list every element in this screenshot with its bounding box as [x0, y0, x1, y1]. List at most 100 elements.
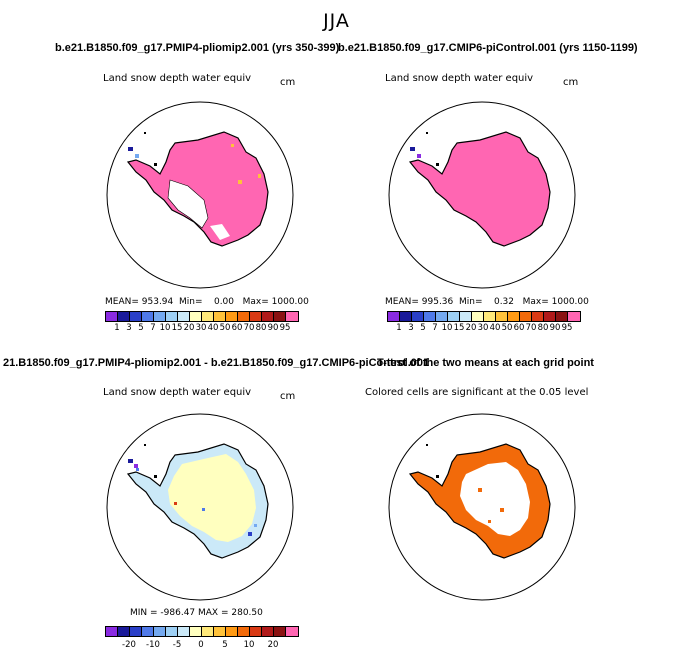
panel-1-min: 0.00 [213, 297, 235, 307]
colorbar-tick-label: 40 [207, 323, 219, 333]
panel-2-units: cm [563, 77, 579, 88]
colorbar-tick-label: 7 [432, 323, 438, 333]
colorbar-tick-label: 80 [537, 323, 549, 333]
colorbar-swatch [178, 627, 190, 636]
colorbar-swatch [130, 627, 142, 636]
colorbar-tick-label: 5 [138, 323, 144, 333]
antarctica-snow-region [126, 131, 269, 247]
colorbar-tick-label: 30 [477, 323, 489, 333]
colorbar-tick-label: -20 [122, 640, 136, 650]
colorbar-swatch [106, 312, 118, 321]
colorbar-swatch [520, 312, 532, 321]
colorbar-swatch [130, 312, 142, 321]
panel-3-variable: Land snow depth water equiv [103, 387, 252, 398]
panel-3-stats: MIN = -986.47 MAX = 280.50 [130, 608, 263, 618]
colorbar-tick-label: 30 [195, 323, 207, 333]
colorbar-swatch [286, 627, 298, 636]
colorbar-tick-label: 3 [126, 323, 132, 333]
colorbar-tick-label: -5 [172, 640, 182, 650]
colorbar-tick-label: 90 [549, 323, 561, 333]
colorbar-swatch [166, 312, 178, 321]
colorbar-tick-label: 50 [501, 323, 513, 333]
panel-1-title: b.e21.B1850.f09_g17.PMIP4-pliomip2.001 (… [55, 42, 340, 54]
colorbar-3 [105, 626, 299, 637]
colorbar-swatch [250, 312, 262, 321]
panel-3-units: cm [280, 391, 296, 402]
colorbar-tick-label: 20 [465, 323, 477, 333]
snow-free-region [167, 179, 209, 229]
colorbar-tick-label: 60 [513, 323, 525, 333]
colorbar-tick-label: 3 [408, 323, 414, 333]
colorbar-tick-label: -10 [146, 640, 160, 650]
panel-2-max: 1000.00 [551, 297, 589, 307]
panel-2-map [388, 101, 576, 289]
colorbar-tick-label: 1 [114, 323, 120, 333]
colorbar-swatch [472, 312, 484, 321]
colorbar-swatch [388, 312, 400, 321]
panel-1-mean: 953.94 [141, 297, 174, 307]
panel-4-map [388, 413, 576, 601]
panel-2-title: b.e21.B1850.f09_g17.CMIP6-piControl.001 … [338, 42, 638, 54]
colorbar-swatch [412, 312, 424, 321]
colorbar-swatch [226, 312, 238, 321]
colorbar-tick-label: 60 [231, 323, 243, 333]
colorbar-swatch [532, 312, 544, 321]
panel-1-stats: MEAN= 953.94 Min= 0.00 Max= 1000.00 [105, 297, 309, 307]
colorbar-swatch [448, 312, 460, 321]
colorbar-swatch [544, 312, 556, 321]
colorbar-swatch [262, 312, 274, 321]
colorbar-tick-label: 5 [222, 640, 228, 650]
antarctica-snow-region [408, 131, 551, 247]
colorbar-tick-label: 80 [255, 323, 267, 333]
colorbar-swatch [484, 312, 496, 321]
colorbar-swatch [274, 627, 286, 636]
panel-1-variable: Land snow depth water equiv [103, 73, 252, 84]
colorbar-tick-label: 70 [525, 323, 537, 333]
colorbar-swatch [286, 312, 298, 321]
panel-1-units: cm [280, 77, 296, 88]
colorbar-tick-label: 15 [171, 323, 183, 333]
colorbar-swatch [496, 312, 508, 321]
not-significant-region [460, 462, 530, 536]
colorbar-swatch [202, 312, 214, 321]
panel-1-map [106, 101, 294, 289]
panel-2-stats: MEAN= 995.36 Min= 0.32 Max= 1000.00 [385, 297, 589, 307]
panel-4-variable: Colored cells are significant at the 0.0… [365, 387, 589, 398]
colorbar-swatch [274, 312, 286, 321]
colorbar-tick-label: 40 [489, 323, 501, 333]
colorbar-swatch [190, 627, 202, 636]
colorbar-swatch [178, 312, 190, 321]
colorbar-tick-label: 1 [396, 323, 402, 333]
panel-2-variable: Land snow depth water equiv [385, 73, 534, 84]
panel-3-map [106, 413, 294, 601]
colorbar-swatch [238, 312, 250, 321]
colorbar-swatch [250, 627, 262, 636]
colorbar-1 [105, 311, 299, 322]
colorbar-swatch [556, 312, 568, 321]
panel-2-mean: 995.36 [421, 297, 454, 307]
colorbar-swatch [202, 627, 214, 636]
colorbar-2 [387, 311, 581, 322]
colorbar-swatch [436, 312, 448, 321]
colorbar-tick-label: 0 [198, 640, 204, 650]
colorbar-swatch [106, 627, 118, 636]
near-zero-difference-region [168, 454, 256, 542]
colorbar-tick-label: 70 [243, 323, 255, 333]
colorbar-swatch [142, 312, 154, 321]
colorbar-tick-label: 20 [267, 640, 279, 650]
colorbar-tick-label: 10 [159, 323, 171, 333]
colorbar-swatch [460, 312, 472, 321]
colorbar-tick-label: 95 [279, 323, 291, 333]
colorbar-swatch [226, 627, 238, 636]
colorbar-swatch [118, 627, 130, 636]
colorbar-tick-label: 90 [267, 323, 279, 333]
panel-2-min: 0.32 [493, 297, 515, 307]
colorbar-swatch [142, 627, 154, 636]
colorbar-swatch [154, 627, 166, 636]
panel-3-title: 21.B1850.f09_g17.PMIP4-pliomip2.001 - b.… [3, 357, 430, 369]
colorbar-tick-label: 95 [561, 323, 573, 333]
panel-1-max: 1000.00 [271, 297, 309, 307]
colorbar-swatch [424, 312, 436, 321]
colorbar-swatch [118, 312, 130, 321]
colorbar-swatch [262, 627, 274, 636]
